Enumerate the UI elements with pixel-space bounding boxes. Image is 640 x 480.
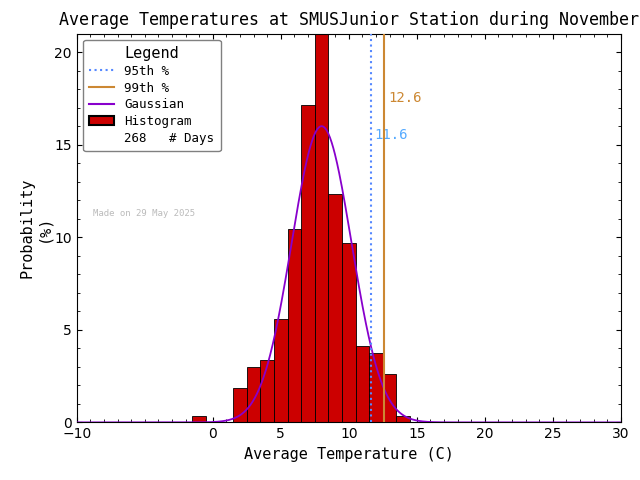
Bar — [274, 319, 287, 422]
Bar — [369, 353, 383, 422]
Text: 11.6: 11.6 — [374, 128, 408, 142]
Bar — [287, 229, 301, 422]
Bar — [396, 416, 410, 422]
Y-axis label: Probability
(%): Probability (%) — [19, 178, 52, 278]
Bar — [233, 388, 247, 422]
Title: Average Temperatures at SMUSJunior Station during November: Average Temperatures at SMUSJunior Stati… — [59, 11, 639, 29]
Text: Made on 29 May 2025: Made on 29 May 2025 — [93, 209, 195, 218]
Bar — [383, 374, 396, 422]
Bar — [328, 194, 342, 422]
Bar — [315, 34, 328, 422]
Text: 12.6: 12.6 — [388, 91, 422, 105]
Bar — [247, 367, 260, 422]
Bar — [260, 360, 274, 422]
Bar — [301, 105, 315, 422]
Bar — [342, 243, 356, 422]
Legend: 95th %, 99th %, Gaussian, Histogram, 268   # Days: 95th %, 99th %, Gaussian, Histogram, 268… — [83, 40, 221, 151]
X-axis label: Average Temperature (C): Average Temperature (C) — [244, 447, 454, 462]
Bar — [193, 416, 206, 422]
Bar — [356, 347, 369, 422]
